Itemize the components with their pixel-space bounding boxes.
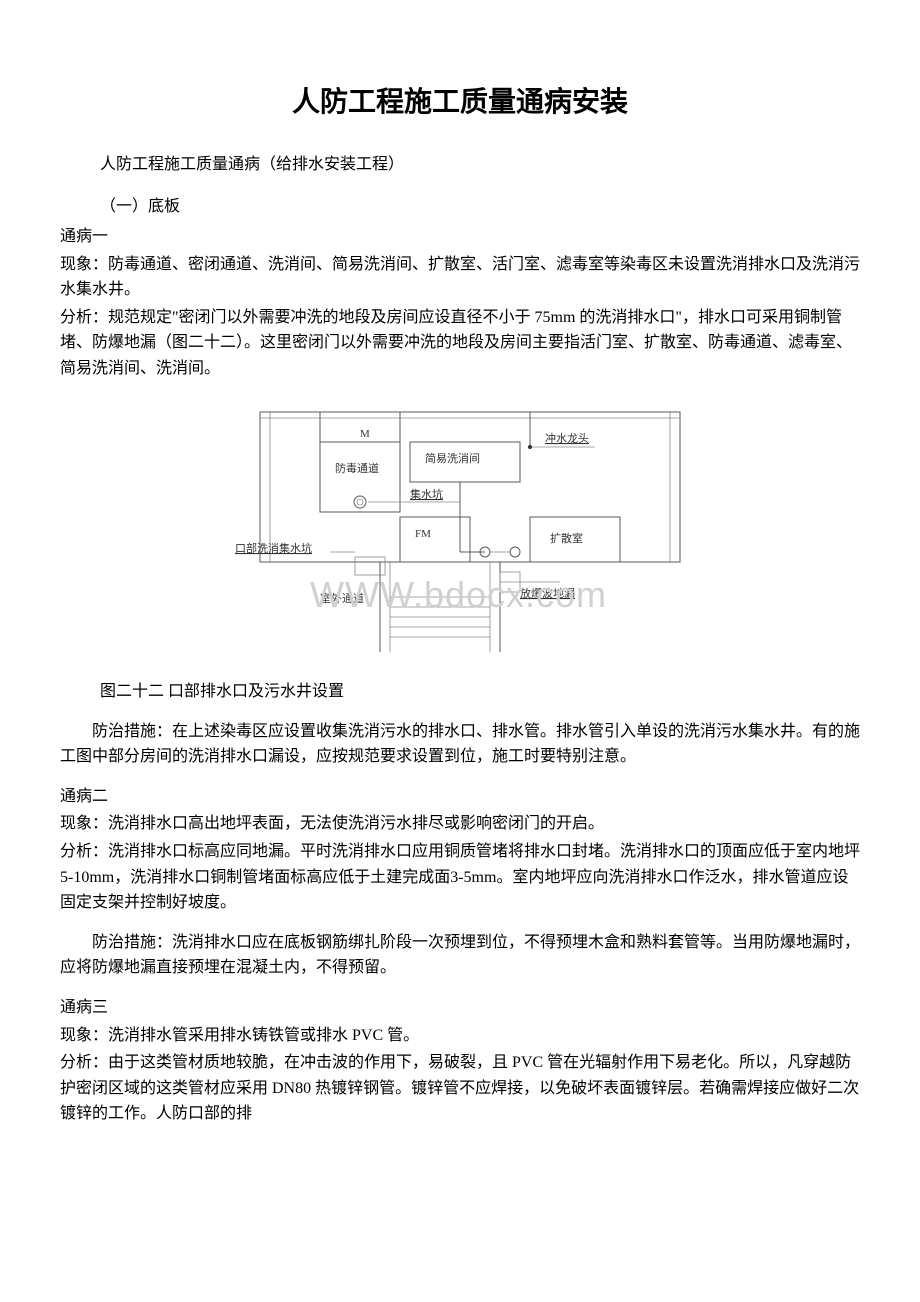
defect-2-phenomenon: 现象：洗消排水口高出地坪表面，无法使洗消污水排尽或影响密闭门的开启。 bbox=[60, 811, 860, 837]
subtitle: 人防工程施工质量通病（给排水安装工程） bbox=[100, 150, 860, 174]
defect-3-phenomenon: 现象：洗消排水管采用排水铸铁管或排水 PVC 管。 bbox=[60, 1023, 860, 1049]
figure-22-caption: 图二十二 口部排水口及污水井设置 bbox=[100, 677, 860, 701]
defect-2-treatment: 防治措施：洗消排水口应在底板钢筋绑扎阶段一次预埋到位，不得预埋木盒和熟料套管等。… bbox=[60, 930, 860, 981]
label-kss: 扩散室 bbox=[550, 531, 583, 545]
defect-1-head: 通病一 bbox=[60, 224, 860, 250]
section-1-head: （一）底板 bbox=[100, 192, 860, 216]
defect-2-analysis: 分析：洗消排水口标高应同地漏。平时洗消排水口应用铜质管堵将排水口封堵。洗消排水口… bbox=[60, 839, 860, 916]
defect-3-head: 通病三 bbox=[60, 995, 860, 1021]
label-fdtd: 防毒通道 bbox=[335, 461, 379, 475]
diagram-figure-22: M 防毒通道 简易洗消间 冲水龙头 集水坑 FM 扩散室 bbox=[60, 402, 860, 667]
label-fm: FM bbox=[415, 528, 431, 540]
defect-1-phenomenon: 现象：防毒通道、密闭通道、洗消间、简易洗消间、扩散室、活门室、滤毒室等染毒区未设… bbox=[60, 252, 860, 303]
defect-1-treatment: 防治措施：在上述染毒区应设置收集洗消污水的排水口、排水管。排水管引入单设的洗消污… bbox=[60, 719, 860, 770]
label-jyxxj: 简易洗消间 bbox=[425, 451, 480, 465]
label-kbxxjsk: 口部洗消集水坑 bbox=[235, 541, 312, 555]
page-title: 人防工程施工质量通病安装 bbox=[60, 80, 860, 120]
label-m: M bbox=[360, 428, 370, 440]
defect-1-analysis: 分析：规范规定"密闭门以外需要冲洗的地段及房间应设直径不小于 75mm 的洗消排… bbox=[60, 305, 860, 382]
defect-2-head: 通病二 bbox=[60, 784, 860, 810]
watermark-text: WWW.bdocx.com bbox=[310, 574, 607, 615]
label-cslt: 冲水龙头 bbox=[545, 431, 589, 445]
label-jsk: 集水坑 bbox=[410, 487, 443, 501]
defect-3-analysis: 分析：由于这类管材质地较脆，在冲击波的作用下，易破裂，且 PVC 管在光辐射作用… bbox=[60, 1050, 860, 1127]
